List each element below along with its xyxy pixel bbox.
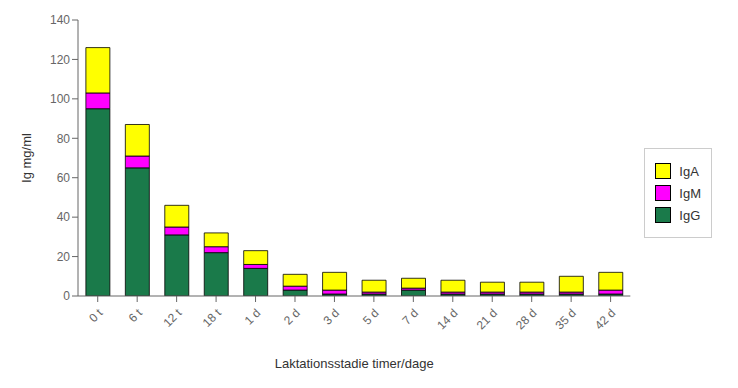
svg-text:60: 60 bbox=[57, 171, 71, 185]
svg-text:Ig mg/ml: Ig mg/ml bbox=[19, 133, 34, 183]
svg-text:3 d: 3 d bbox=[321, 306, 343, 328]
svg-text:100: 100 bbox=[50, 92, 70, 106]
html-text:IgA: IgA bbox=[679, 163, 699, 179]
svg-text:140: 140 bbox=[50, 13, 70, 27]
svg-text:6 t: 6 t bbox=[126, 305, 146, 325]
svg-text:14 d: 14 d bbox=[434, 306, 460, 332]
svg-text:7 d: 7 d bbox=[399, 306, 421, 328]
svg-text:1 d: 1 d bbox=[242, 306, 264, 328]
svg-text:42 d: 42 d bbox=[592, 306, 618, 332]
svg-text:35 d: 35 d bbox=[553, 306, 579, 332]
svg-text:18 t: 18 t bbox=[200, 305, 225, 330]
svg-text:5 d: 5 d bbox=[360, 306, 382, 328]
svg-text:40: 40 bbox=[57, 210, 71, 224]
svg-text:0: 0 bbox=[63, 289, 70, 303]
svg-text:80: 80 bbox=[57, 132, 71, 146]
svg-text:21 d: 21 d bbox=[474, 306, 500, 332]
svg-text:20: 20 bbox=[57, 250, 71, 264]
svg-text:12 t: 12 t bbox=[160, 305, 185, 330]
html-text:IgM: IgM bbox=[679, 185, 701, 201]
svg-text:120: 120 bbox=[50, 53, 70, 67]
svg-text:Laktationsstadie timer/dage: Laktationsstadie timer/dage bbox=[275, 356, 434, 371]
svg-text:28 d: 28 d bbox=[513, 306, 539, 332]
html-text:IgG: IgG bbox=[679, 207, 701, 223]
svg-text:2 d: 2 d bbox=[281, 306, 303, 328]
svg-text:0 t: 0 t bbox=[86, 305, 106, 325]
